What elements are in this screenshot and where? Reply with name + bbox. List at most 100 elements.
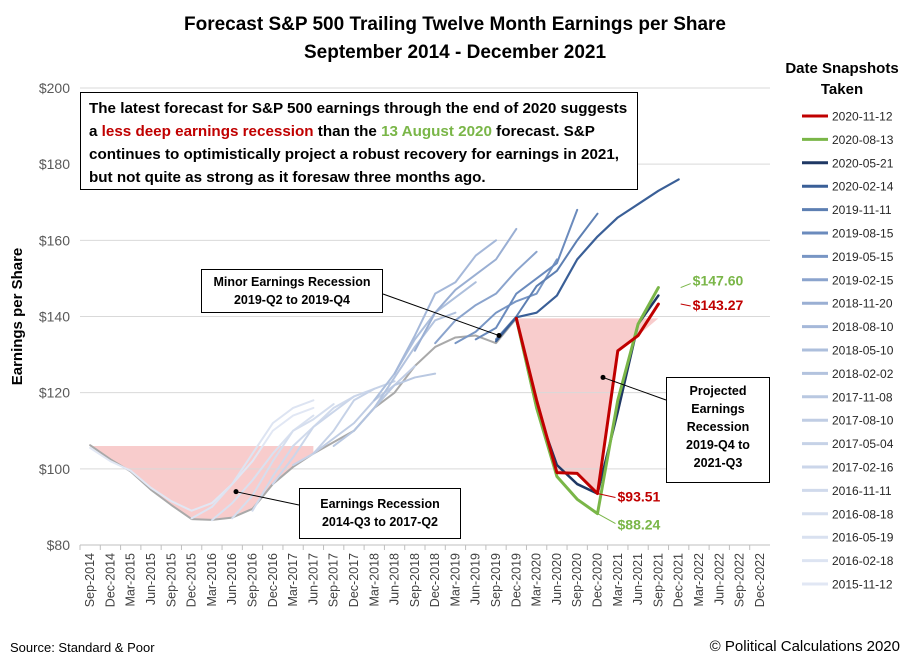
recession-shade-1 xyxy=(90,445,314,520)
legend-title-line1: Date Snapshots xyxy=(785,60,899,77)
copyright-note: © Political Calculations 2020 xyxy=(709,638,900,655)
legend-label: 2018-05-10 xyxy=(832,344,894,358)
legend-label: 2020-02-14 xyxy=(832,180,894,194)
x-tick-label: Sep-2021 xyxy=(651,553,665,607)
legend-label: 2016-05-19 xyxy=(832,531,894,545)
projected-line2: Earnings xyxy=(691,402,745,416)
earnings-recession-marker xyxy=(233,489,239,495)
x-tick-label: Sep-2022 xyxy=(733,553,747,607)
minor-recession-leader xyxy=(382,293,500,337)
earnings-recession-box: Earnings Recession 2014-Q3 to 2017-Q2 xyxy=(299,488,461,539)
x-tick-label: Dec-2016 xyxy=(266,553,280,607)
series-line xyxy=(292,380,396,467)
series-line xyxy=(393,239,498,375)
legend-label: 2018-08-10 xyxy=(832,320,894,334)
x-tick-label: Sep-2015 xyxy=(164,553,178,607)
x-tick-label: Jun-2019 xyxy=(469,553,483,605)
legend-label: 2015-11-12 xyxy=(832,578,893,592)
x-tick-label: Jun-2018 xyxy=(388,553,402,605)
series-line xyxy=(89,406,315,512)
value-leader xyxy=(597,513,616,525)
y-tick-label: $120 xyxy=(39,385,70,401)
series-line xyxy=(332,372,437,447)
series-line xyxy=(251,395,355,512)
legend-title: Date Snapshots Taken xyxy=(774,58,910,100)
legend-label: 2017-08-10 xyxy=(832,414,894,428)
projected-line5: 2021-Q3 xyxy=(693,456,743,470)
series-line xyxy=(231,403,335,520)
y-tick-label: $140 xyxy=(39,309,70,325)
x-tick-label: Jun-2017 xyxy=(306,553,320,605)
minor-recession-marker xyxy=(496,333,502,339)
chart-title-line1: Forecast S&P 500 Trailing Twelve Month E… xyxy=(183,14,727,35)
x-tick-label: Dec-2017 xyxy=(347,553,361,607)
legend-label: 2019-02-15 xyxy=(832,273,894,287)
series-line xyxy=(434,250,538,345)
x-tick-label: Mar-2022 xyxy=(692,553,706,607)
x-tick-label: Sep-2014 xyxy=(83,553,97,607)
chart-title-line2: September 2014 - December 2021 xyxy=(303,42,607,63)
projected-line3: Recession xyxy=(686,420,750,434)
value-leader xyxy=(597,493,616,499)
x-tick-label: Mar-2021 xyxy=(611,553,625,607)
series-line xyxy=(373,281,477,402)
x-tick-label: Dec-2020 xyxy=(591,553,605,607)
legend-label: 2016-11-11 xyxy=(832,484,892,498)
y-tick-label: $180 xyxy=(39,156,70,172)
value-label: $143.27 xyxy=(693,297,744,313)
y-tick-label: $200 xyxy=(39,80,70,96)
earnings-recession-line1: Earnings Recession xyxy=(320,497,440,511)
legend-title-line2: Taken xyxy=(820,81,864,98)
projected-recession-box: Projected Earnings Recession 2019-Q4 to … xyxy=(666,377,770,483)
y-axis-title: Earnings per Share xyxy=(9,248,26,386)
x-tick-label: Dec-2018 xyxy=(428,553,442,607)
x-tick-label: Dec-2019 xyxy=(509,553,523,607)
x-tick-label: Dec-2022 xyxy=(753,553,767,607)
minor-recession-box: Minor Earnings Recession 2019-Q2 to 2019… xyxy=(201,269,383,313)
value-leader xyxy=(680,283,691,289)
value-label: $147.60 xyxy=(693,273,744,289)
projected-recession-marker xyxy=(600,374,606,380)
series-line xyxy=(494,178,680,343)
series-line xyxy=(271,387,376,486)
x-tick-label: Sep-2020 xyxy=(570,553,584,607)
x-tick-label: Jun-2015 xyxy=(144,553,158,605)
x-tick-label: Jun-2020 xyxy=(550,553,564,605)
x-tick-label: Mar-2017 xyxy=(286,553,300,607)
legend-label: 2020-05-21 xyxy=(832,156,894,170)
x-tick-label: Mar-2019 xyxy=(448,553,462,607)
series-line xyxy=(190,399,315,520)
x-tick-label: Jun-2021 xyxy=(631,553,645,605)
minor-recession-line2: 2019-Q2 to 2019-Q4 xyxy=(233,293,351,307)
callout-text-red: less deep earnings recession xyxy=(101,123,314,140)
legend-label: 2016-02-18 xyxy=(832,554,894,568)
legend-label: 2019-08-15 xyxy=(832,227,894,241)
value-label: $88.24 xyxy=(618,517,661,533)
legend-label: 2018-02-02 xyxy=(832,367,894,381)
x-tick-label: Dec-2015 xyxy=(185,553,199,607)
x-tick-label: Dec-2014 xyxy=(103,553,117,607)
series-line xyxy=(413,227,518,352)
y-tick-label: $100 xyxy=(39,461,70,477)
legend-label: 2018-11-20 xyxy=(832,297,893,311)
earnings-recession-line2: 2014-Q3 to 2017-Q2 xyxy=(321,515,439,529)
legend-label: 2019-05-15 xyxy=(832,250,894,264)
projected-line1: Projected xyxy=(689,384,747,398)
callout-text-part1: The latest forecast for S&P 500 earnings… xyxy=(89,100,628,140)
legend-label: 2019-11-11 xyxy=(832,203,892,217)
series-line xyxy=(454,258,558,345)
projected-line4: 2019-Q4 to xyxy=(686,438,750,452)
x-tick-label: Mar-2020 xyxy=(530,553,544,607)
minor-recession-line1: Minor Earnings Recession xyxy=(213,275,371,289)
projected-recession-leader xyxy=(602,376,667,401)
value-leader xyxy=(680,303,691,307)
x-tick-label: Dec-2021 xyxy=(672,553,686,607)
x-tick-label: Mar-2015 xyxy=(124,553,138,607)
series-line xyxy=(514,302,660,496)
x-tick-label: Mar-2016 xyxy=(205,553,219,607)
callout-text-part3: forecast. S&P continues to optimisticall… xyxy=(89,123,620,186)
legend-label: 2020-08-13 xyxy=(832,133,894,147)
series-line xyxy=(352,311,457,432)
x-tick-label: Jun-2016 xyxy=(225,553,239,605)
